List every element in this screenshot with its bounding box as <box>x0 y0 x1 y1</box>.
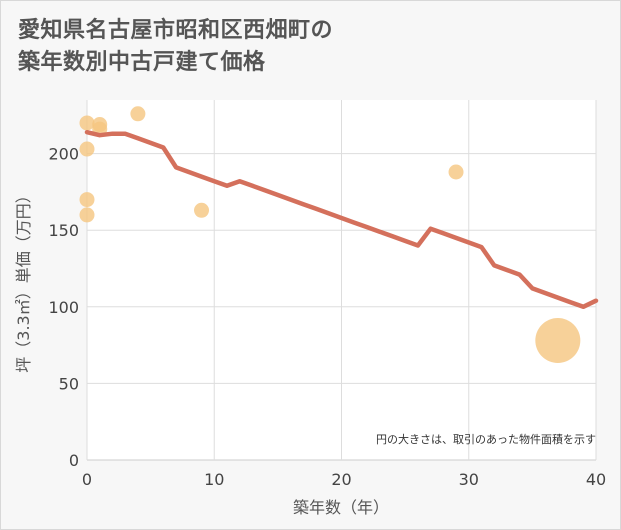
x-tick-label: 10 <box>204 470 224 489</box>
scatter-point <box>194 202 210 218</box>
scatter-series <box>79 106 581 364</box>
scatter-point <box>448 164 464 180</box>
y-axis-label: 坪（3.3㎡）単価（万円） <box>14 187 33 372</box>
scatter-point <box>535 318 581 364</box>
y-tick-label: 100 <box>48 298 79 317</box>
scatter-point <box>79 192 95 208</box>
chart-title-line2: 築年数別中古戸建て価格 <box>18 50 266 75</box>
y-tick-label: 150 <box>48 221 79 240</box>
x-tick-label: 30 <box>459 470 479 489</box>
size-note: 円の大きさは、取引のあった物件面積を示す <box>376 432 596 446</box>
x-tick-label: 40 <box>586 470 606 489</box>
gridlines <box>86 100 597 461</box>
y-tick-label: 0 <box>69 451 79 470</box>
y-tick-labels: 0 50 100 150 200 <box>48 145 79 470</box>
scatter-point <box>79 115 95 131</box>
line-series <box>84 129 599 310</box>
chart-title-line1: 愛知県名古屋市昭和区西畑町の <box>18 18 334 43</box>
average-price-line <box>84 129 599 310</box>
scatter-point <box>79 207 95 223</box>
x-tick-label: 20 <box>331 470 351 489</box>
x-tick-label: 0 <box>82 470 92 489</box>
x-tick-labels: 0 10 20 30 40 <box>82 470 606 489</box>
y-tick-label: 200 <box>48 145 79 164</box>
scatter-point <box>130 106 146 122</box>
chart-title: 愛知県名古屋市昭和区西畑町の 築年数別中古戸建て価格 <box>18 15 333 79</box>
y-tick-label: 50 <box>59 374 79 393</box>
scatter-point <box>79 141 95 157</box>
x-axis-label: 築年数（年） <box>293 498 389 517</box>
